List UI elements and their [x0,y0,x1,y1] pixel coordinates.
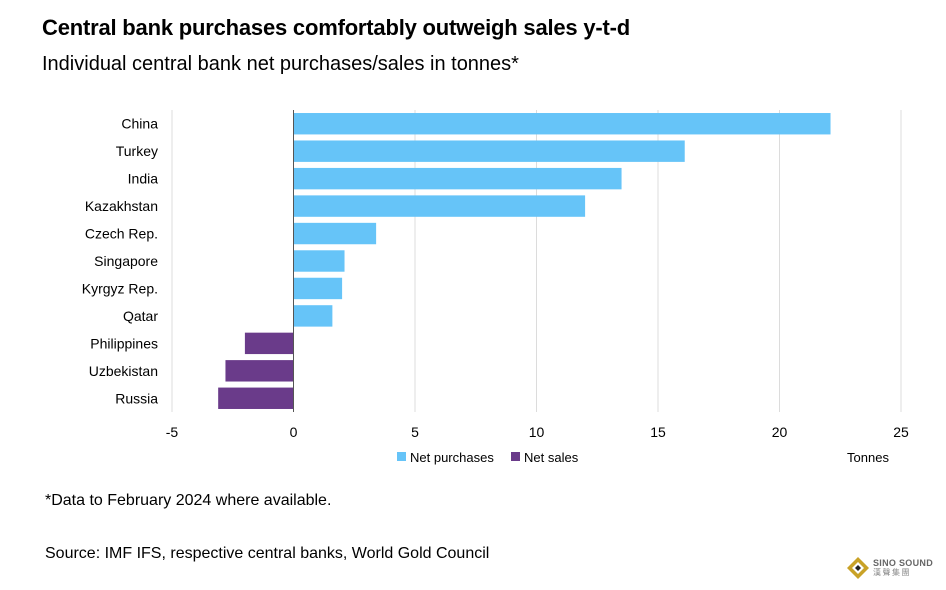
category-label: Uzbekistan [89,363,158,379]
legend-label: Net sales [524,450,579,465]
bar-chart: China Turkey India Kazakhstan Czech Rep. Sing… [82,110,909,465]
footnote: *Data to February 2024 where available. [45,492,332,509]
category-label: Singapore [94,253,158,269]
source-note: Source: IMF IFS, respective central bank… [45,545,490,562]
x-tick-label: 5 [411,424,419,440]
category-label: Czech Rep. [85,226,158,242]
x-tick-label: 15 [650,424,666,440]
bar-uzbekistan [225,360,294,382]
bar-kyrgyz-rep- [293,277,343,300]
category-label: China [121,116,158,132]
bar-czech-rep- [293,222,377,245]
bar-turkey [293,140,685,162]
x-tick-label: -5 [166,424,179,440]
x-tick-label: 25 [893,424,909,440]
x-tick-label: 0 [290,424,298,440]
category-label: Russia [115,390,158,406]
x-tick-label: 10 [529,424,545,440]
bar-singapore [293,250,345,272]
category-label: Kazakhstan [85,198,158,214]
category-label: India [128,171,159,187]
chart-title: Central bank purchases comfortably outwe… [42,15,631,40]
category-label: Kyrgyz Rep. [82,280,158,296]
bar-russia [218,387,294,409]
legend-swatch-1 [511,452,520,461]
chart-subtitle: Individual central bank net purchases/sa… [42,53,519,75]
bar-india [293,167,622,190]
bar-philippines [244,332,294,355]
sino-sound-logo: SINO SOUND 漢聲集團 [846,556,933,580]
category-label: Philippines [90,335,158,351]
x-axis-label: Tonnes [847,450,889,465]
category-label: Turkey [116,143,158,159]
x-tick-label: 20 [772,424,788,440]
legend-label: Net purchases [410,450,494,465]
logo-chinese-name: 漢聲集團 [873,568,911,577]
logo-name: SINO SOUND [873,558,934,568]
category-label: Qatar [123,308,158,324]
legend-swatch-0 [397,452,406,461]
bar-china [293,113,831,135]
diamond-logo-icon [847,557,869,579]
bar-qatar [293,305,333,327]
bar-kazakhstan [293,195,586,217]
